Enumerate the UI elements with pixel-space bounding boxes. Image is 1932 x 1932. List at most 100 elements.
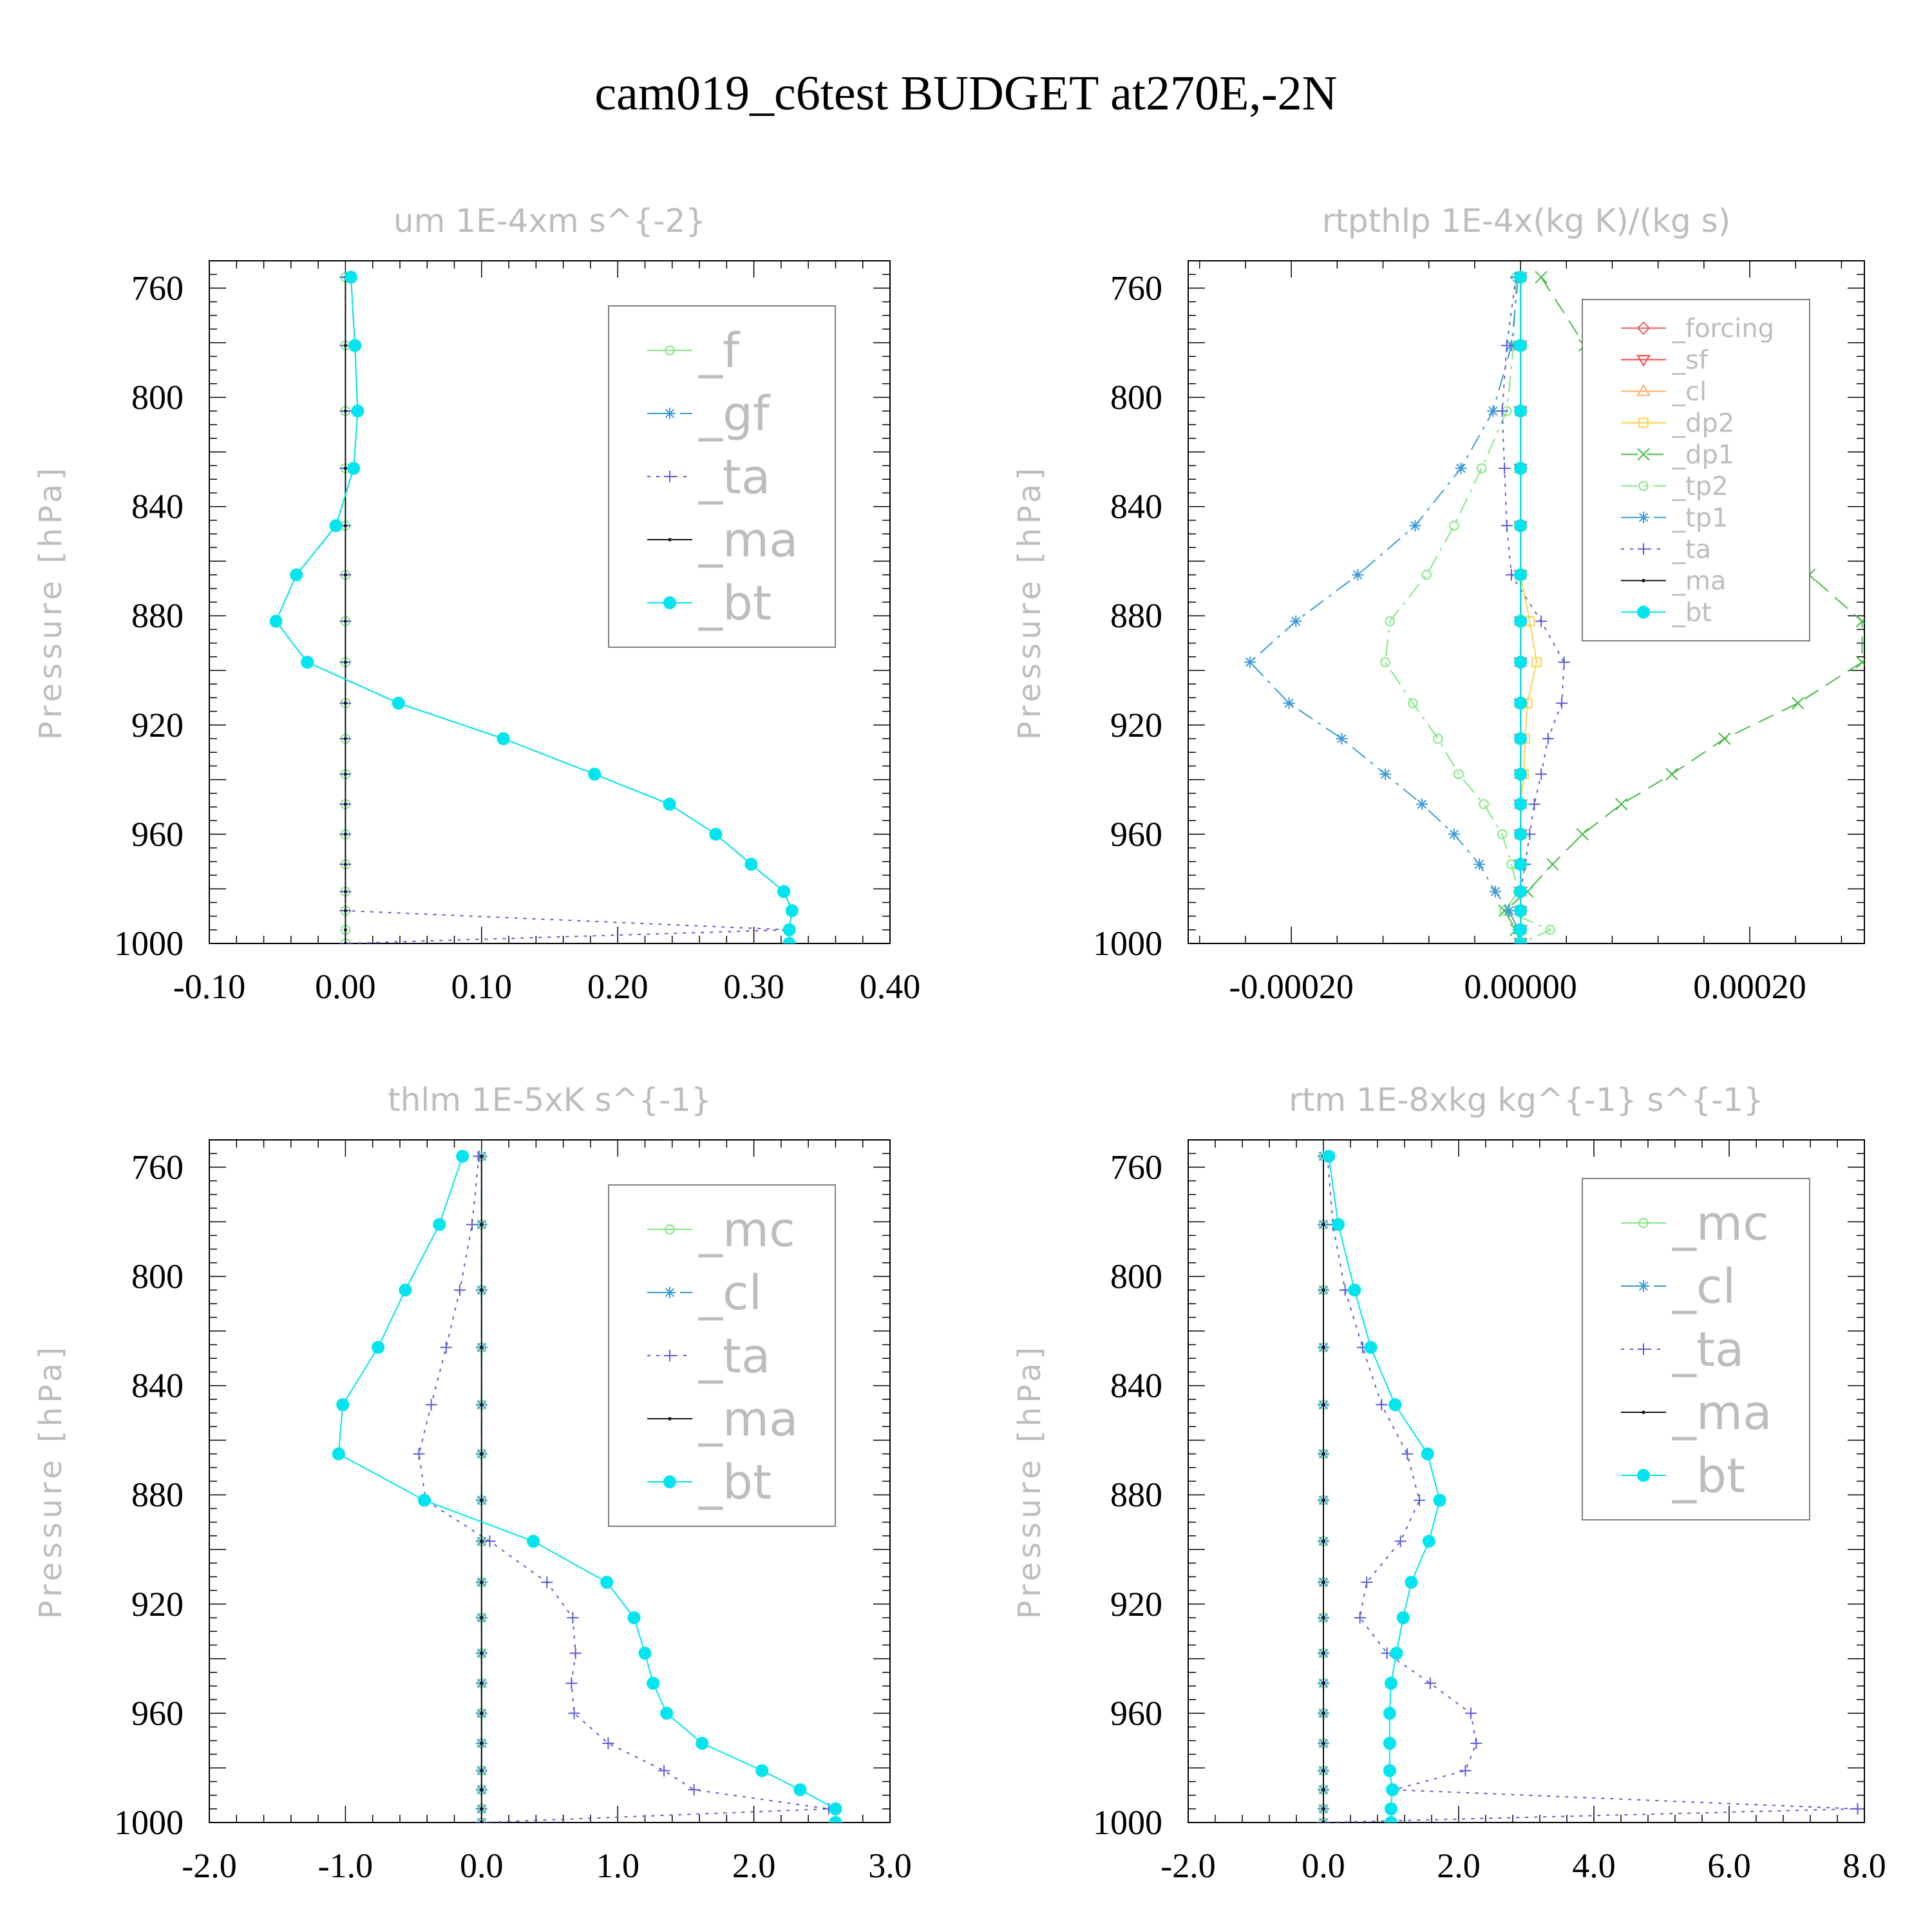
x-tick-label: 0.10 xyxy=(451,967,513,1006)
legend-marker xyxy=(663,596,676,609)
y-tick-label: 1000 xyxy=(1093,1803,1162,1842)
y-tick-label: 800 xyxy=(1110,378,1162,417)
data-point xyxy=(1283,697,1295,709)
data-point xyxy=(343,928,348,932)
data-point xyxy=(1514,937,1528,943)
data-point xyxy=(343,466,348,470)
data-point xyxy=(336,1398,350,1412)
data-point xyxy=(1390,1647,1403,1660)
data-point xyxy=(782,923,796,936)
data-point xyxy=(1473,858,1486,871)
legend-label: _bt xyxy=(698,576,772,631)
data-point xyxy=(1321,1651,1325,1655)
x-tick-label: -2.0 xyxy=(182,1846,236,1885)
data-point xyxy=(480,1821,484,1823)
y-tick-label: 800 xyxy=(1110,1257,1162,1296)
series-ma xyxy=(343,275,348,943)
y-tick-label: 800 xyxy=(131,1257,184,1296)
data-point xyxy=(433,1218,446,1231)
data-point xyxy=(1855,614,1864,628)
legend-marker xyxy=(665,345,675,355)
x-tick-label: 1.0 xyxy=(596,1846,639,1885)
data-point xyxy=(1354,1612,1366,1624)
legend-marker xyxy=(1642,1410,1645,1414)
legend: _forcing_sf_cl_dp2_dp1_tp2_tp1_ta_ma_bt xyxy=(1582,299,1810,641)
data-point xyxy=(456,1150,469,1163)
data-point xyxy=(1455,462,1467,475)
x-tick-label: -0.00020 xyxy=(1229,967,1353,1006)
legend-marker xyxy=(1638,511,1649,524)
data-point xyxy=(1321,1807,1325,1811)
data-point xyxy=(541,1576,553,1588)
data-point xyxy=(480,1788,484,1792)
plot-area xyxy=(1244,270,1864,943)
legend-marker xyxy=(664,471,676,482)
data-point xyxy=(1855,656,1864,668)
legend-marker xyxy=(1638,480,1649,491)
y-tick-label: 880 xyxy=(131,596,184,635)
data-point xyxy=(418,1493,431,1507)
data-point xyxy=(1514,568,1528,582)
x-tick-label: 3.0 xyxy=(868,1846,912,1885)
data-point xyxy=(1322,1150,1336,1163)
data-point xyxy=(1348,1283,1361,1297)
data-point xyxy=(1383,1707,1396,1720)
data-point xyxy=(1514,828,1528,841)
series-ta xyxy=(1496,271,1570,943)
data-point xyxy=(1386,1783,1399,1797)
data-point xyxy=(638,1647,652,1660)
data-point xyxy=(782,937,796,943)
data-point xyxy=(343,942,347,943)
data-point xyxy=(1321,1288,1325,1292)
series-tp2 xyxy=(1380,272,1556,943)
data-point xyxy=(1422,1535,1435,1548)
data-point xyxy=(1408,698,1418,708)
data-point xyxy=(480,1452,484,1456)
data-point xyxy=(466,1218,478,1231)
data-point xyxy=(372,1341,385,1354)
data-point xyxy=(1514,732,1528,745)
legend-label: _dp2 xyxy=(1672,409,1734,439)
data-point xyxy=(1470,1738,1482,1750)
data-point xyxy=(1321,1741,1325,1745)
x-tick-label: 0.20 xyxy=(587,967,649,1006)
data-point xyxy=(269,614,283,628)
data-point xyxy=(1496,405,1508,417)
legend-label: _dp1 xyxy=(1672,440,1734,470)
data-point xyxy=(1332,1218,1345,1231)
data-point xyxy=(347,462,361,475)
y-tick-label: 1000 xyxy=(1093,924,1162,963)
data-point xyxy=(301,656,314,669)
legend-label: _cl xyxy=(1672,377,1707,407)
y-tick-label: 920 xyxy=(131,706,184,744)
data-point xyxy=(1290,615,1302,627)
data-point xyxy=(1449,520,1459,531)
data-point xyxy=(1487,405,1499,417)
legend-label: _tp1 xyxy=(1672,504,1728,533)
data-point xyxy=(1514,797,1528,811)
data-point xyxy=(1321,1222,1325,1227)
data-point xyxy=(480,1345,484,1349)
x-tick-label: 0.30 xyxy=(723,967,784,1006)
y-tick-label: 800 xyxy=(131,378,184,417)
data-point xyxy=(1321,1403,1325,1406)
legend-label: _ta xyxy=(698,450,770,505)
data-point xyxy=(627,1611,641,1624)
y-tick-label: 880 xyxy=(1110,596,1162,635)
legend-box xyxy=(1582,299,1810,641)
panel-title: rtpthlp 1E-4x(kg K)/(kg s) xyxy=(1322,202,1730,240)
data-point xyxy=(663,797,676,811)
legend-label: _bt xyxy=(1672,598,1712,628)
data-point xyxy=(1336,733,1348,744)
series-line xyxy=(418,1156,829,1823)
legend-box xyxy=(1582,1178,1810,1520)
legend-marker xyxy=(1636,321,1651,335)
data-point xyxy=(1379,768,1392,781)
data-point xyxy=(343,889,348,894)
figure-title: cam019_c6test BUDGET at270E,-2N xyxy=(594,66,1337,120)
data-point xyxy=(1514,462,1528,475)
legend-label: _bt xyxy=(1672,1448,1745,1504)
data-point xyxy=(1665,768,1678,781)
data-point xyxy=(480,1222,484,1227)
data-point xyxy=(332,1447,345,1461)
